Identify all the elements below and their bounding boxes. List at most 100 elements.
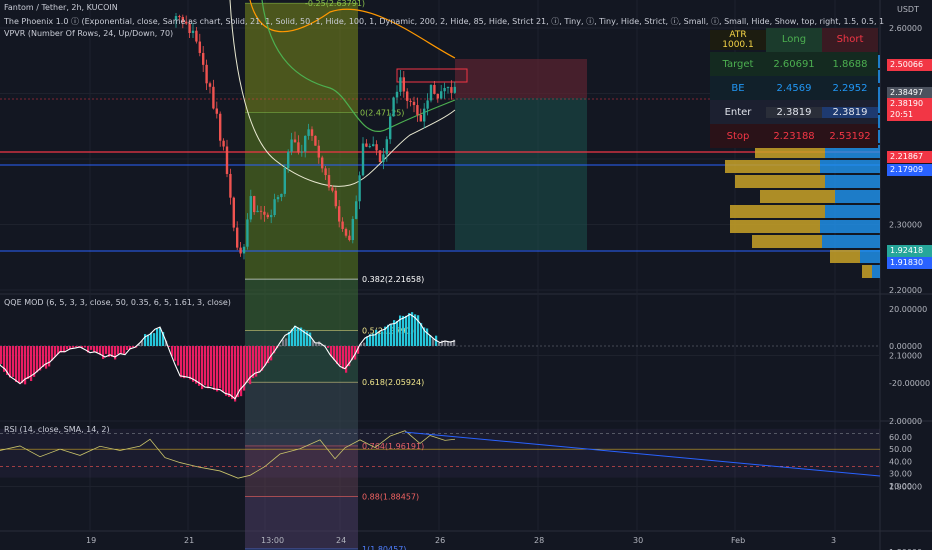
vpvr-bar-up — [730, 205, 825, 218]
qqe-tick-label: -20.00000 — [889, 379, 930, 388]
qqe-histogram-bar — [246, 346, 249, 383]
qqe-histogram-bar — [312, 340, 315, 346]
qqe-histogram-bar — [42, 346, 45, 367]
candle-body — [331, 187, 334, 191]
candle-body — [236, 227, 239, 248]
qqe-histogram-bar — [189, 346, 192, 380]
candle-body — [317, 145, 320, 158]
qqe-histogram-bar — [264, 346, 267, 366]
candle-body — [338, 206, 341, 222]
qqe-histogram-bar — [156, 328, 159, 346]
qqe-histogram-bar — [144, 334, 147, 346]
fib-level-label: 0.88(1.88457) — [362, 493, 419, 502]
qqe-histogram-bar — [60, 346, 63, 353]
price-tick-label: 2.00000 — [889, 417, 922, 426]
qqe-histogram-bar — [360, 343, 363, 346]
qqe-histogram-bar — [228, 346, 231, 397]
candle-body — [355, 201, 358, 219]
qqe-histogram-bar — [213, 346, 216, 391]
rsi-tick-label: 50.00 — [889, 445, 912, 454]
qqe-histogram-bar — [36, 346, 39, 373]
fib-zone-band — [245, 382, 358, 446]
info-row-target: Target 2.60691 1.8688 — [710, 52, 878, 76]
qqe-histogram-bar — [159, 328, 162, 346]
time-axis-label: 21 — [184, 536, 194, 545]
qqe-histogram-bar — [132, 346, 135, 348]
qqe-histogram-bar — [285, 338, 288, 346]
qqe-histogram-bar — [207, 346, 210, 389]
qqe-histogram-bar — [177, 346, 180, 366]
long-header: Long — [766, 28, 822, 52]
qqe-histogram-bar — [384, 326, 387, 346]
candle-body — [344, 228, 348, 236]
qqe-histogram-bar — [66, 346, 69, 350]
symbol-title[interactable]: Fantom / Tether, 2h, KUCOIN — [4, 3, 118, 12]
qqe-histogram-bar — [117, 346, 120, 355]
qqe-histogram-bar — [102, 346, 105, 359]
vpvr-bar-up — [752, 235, 822, 248]
candle-body — [361, 143, 365, 176]
qqe-histogram-bar — [408, 313, 411, 346]
qqe-histogram-bar — [258, 346, 261, 373]
qqe-histogram-bar — [324, 344, 327, 346]
phoenix-indicator-legend[interactable]: The Phoenix 1.0 ⓘ (Exponential, close, S… — [4, 17, 884, 26]
fib-level-label: 0.764(1.96191) — [362, 442, 424, 451]
candle-body — [259, 210, 263, 212]
time-axis-label: 3 — [831, 536, 836, 545]
price-tag: 2.21867 — [887, 151, 932, 163]
rsi-tick-label: 30.00 — [889, 470, 912, 479]
qqe-indicator-legend[interactable]: QQE MOD (6, 5, 3, 3, close, 50, 0.35, 6,… — [4, 298, 231, 307]
atr-cell: ATR 1000.1 — [710, 30, 766, 50]
qqe-histogram-bar — [417, 315, 420, 346]
qqe-histogram-bar — [273, 346, 276, 354]
qqe-histogram-bar — [93, 346, 96, 352]
candle-body — [290, 139, 293, 152]
qqe-histogram-bar — [57, 346, 60, 355]
qqe-histogram-bar — [303, 329, 306, 346]
info-row-stop: Stop 2.23188 2.53192 — [710, 124, 878, 148]
fib-level-label: 0.618(2.05924) — [362, 378, 424, 387]
qqe-histogram-bar — [90, 346, 93, 350]
qqe-histogram-bar — [48, 346, 51, 367]
qqe-histogram-bar — [450, 341, 453, 346]
qqe-histogram-bar — [105, 346, 108, 354]
candle-body — [378, 150, 382, 163]
rsi-line — [0, 430, 456, 479]
candle-body — [198, 41, 201, 53]
qqe-histogram-bar — [336, 346, 339, 365]
qqe-histogram-bar — [423, 327, 426, 346]
qqe-histogram-bar — [147, 334, 150, 346]
candle-body — [212, 86, 215, 109]
price-tick-label: 2.30000 — [889, 221, 922, 230]
qqe-histogram-bar — [270, 346, 273, 361]
qqe-histogram-bar — [174, 346, 177, 361]
candle-body — [453, 86, 456, 93]
qqe-histogram-bar — [3, 346, 6, 372]
candle-body — [225, 146, 229, 174]
candle-body — [433, 84, 436, 94]
candle-body — [300, 151, 303, 153]
candle-body — [321, 157, 324, 169]
qqe-histogram-bar — [267, 346, 270, 364]
candle-body — [365, 143, 368, 147]
qqe-histogram-bar — [351, 346, 354, 361]
ema-100-line — [261, 0, 456, 133]
candle-body — [280, 193, 283, 198]
candle-body — [341, 221, 344, 229]
vpvr-indicator-legend[interactable]: VPVR (Number Of Rows, 24, Up/Down, 70) — [4, 29, 174, 38]
vpvr-bar-up — [830, 250, 860, 263]
rsi-indicator-legend[interactable]: RSI (14, close, SMA, 14, 2) — [4, 425, 110, 434]
qqe-histogram-bar — [99, 346, 102, 355]
candle-body — [385, 139, 388, 155]
candle-body — [202, 52, 205, 65]
candle-body — [450, 87, 453, 93]
vpvr-bar-down — [820, 160, 880, 173]
qqe-histogram-bar — [393, 320, 396, 346]
qqe-histogram-bar — [18, 346, 21, 383]
qqe-histogram-bar — [411, 312, 414, 346]
candle-body — [256, 210, 259, 213]
qqe-histogram-bar — [21, 346, 24, 384]
price-tag: 2.38190 — [887, 98, 932, 110]
